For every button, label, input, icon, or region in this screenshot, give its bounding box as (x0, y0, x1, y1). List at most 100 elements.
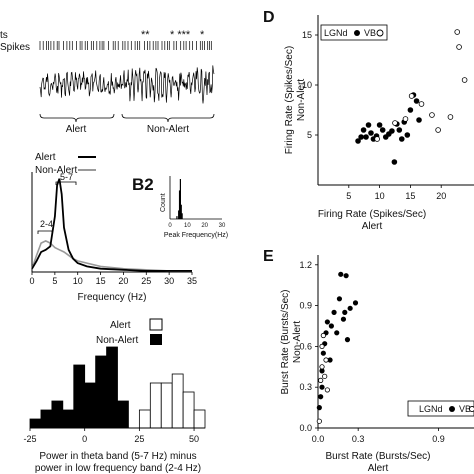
b2-x-label: Peak Frequency(Hz) (164, 232, 228, 239)
panel-e-x-tick-label: 0.9 (432, 434, 445, 444)
legend-lgnd-label: LGNd (324, 28, 348, 38)
point-lgnd (319, 384, 325, 390)
point-lgnd (324, 319, 330, 325)
legend-alert-label: Alert (110, 320, 131, 331)
panel-d-x-tick-label: 5 (346, 191, 351, 201)
point-lgnd (331, 309, 337, 315)
histogram-bar-alert (193, 409, 206, 429)
panel-d: D 5 10 15 20 5 10 15 LGNd VB Firing Rate (Spi… (263, 9, 474, 232)
point-lgnd (404, 132, 411, 138)
panel-e-y-label-line1: Burst Rate (Bursts/Sec) (280, 289, 291, 394)
point-lgnd (355, 138, 361, 144)
point-vb (318, 377, 324, 383)
panel-e-x-label-line1: Burst Rate (Bursts/Sec) (325, 451, 430, 462)
spectrum-panel: 0 5 10 15 20 25 30 35 Alert Non-Alert 5-7 2-4 F… (29, 152, 197, 303)
panel-d-x-label-line1: Firing Rate (Spikes/Sec) (318, 209, 426, 220)
point-lgnd (413, 98, 420, 104)
spectrum-x-tick-label: 15 (96, 276, 106, 286)
b2-bar (178, 210, 180, 219)
panel-e-y-tick-label: 1.2 (299, 260, 312, 270)
histogram-bar-non-alert (95, 355, 107, 429)
spectrum-x-tick-label: 30 (164, 276, 174, 286)
point-lgnd (365, 122, 372, 128)
point-lgnd (338, 271, 344, 277)
point-vb (319, 364, 325, 370)
point-lgnd (336, 296, 343, 302)
spectrum-x-tick-label: 5 (52, 276, 57, 286)
b2-title: B2 (132, 175, 154, 194)
histogram-x-tick-label: -25 (23, 434, 36, 444)
band-label-theta: 5-7 (60, 172, 73, 182)
point-lgnd (347, 305, 353, 311)
panel-e-y-tick-label: 0.9 (299, 301, 312, 311)
histogram-bar-alert (138, 409, 151, 429)
histogram-x-tick-label: 25 (134, 434, 144, 444)
histogram-bar-non-alert (51, 400, 64, 429)
panel-e: E 0.0 0.3 0.9 0.0 0.3 0.6 0.9 1.2 LGNd VB Burs… (263, 248, 474, 474)
point-vb (323, 357, 329, 363)
b2-bar (181, 213, 183, 219)
point-vb (435, 127, 441, 133)
panel-d-x-ticks: 5 10 15 20 (346, 185, 446, 201)
point-lgnd (358, 134, 364, 140)
point-vb (454, 29, 461, 35)
band-bracket-low (37, 230, 53, 234)
panel-d-y-tick-label: 10 (302, 80, 312, 90)
band-bracket-theta (55, 181, 77, 185)
panel-d-y-tick-label: 15 (302, 30, 312, 40)
panel-e-y-label-line2: Non-Alert (292, 321, 303, 363)
panel-d-y-label-line1: Firing Rate (Spikes/Sec) (284, 46, 295, 154)
raster-panel: ts Spikes ** * *** * Alert Non-Alert (0, 29, 215, 135)
lfp-trace (39, 65, 215, 104)
panel-d-points (355, 29, 468, 165)
spectrum-x-tick-label: 35 (187, 276, 197, 286)
histogram-x-ticks: -25 0 25 50 (23, 428, 199, 444)
b2-x-ticks: 0 10 20 30 (168, 223, 226, 229)
panel-d-legend-box (320, 24, 388, 41)
b2-y-label: Count (160, 193, 167, 212)
histogram-bar-alert (171, 373, 184, 429)
spectrum-x-ticks: 0 5 10 15 20 25 30 35 (29, 272, 197, 286)
series-alert-line (31, 178, 192, 272)
panel-e-title: E (263, 248, 274, 265)
panel-d-x-tick-label: 10 (375, 191, 385, 201)
panel-d-y-ticks: 5 10 15 (302, 30, 318, 140)
histogram-bar-non-alert (106, 346, 118, 429)
point-lgnd (352, 300, 359, 306)
point-vb (418, 101, 425, 107)
histogram-bar-alert (160, 382, 173, 429)
legend-vb-label: VB (364, 28, 376, 38)
legend-alert-swatch (149, 318, 163, 331)
histogram-x-label-line1: Power in theta band (5-7 Hz) minus (39, 451, 196, 462)
spectrum-x-label: Frequency (Hz) (78, 292, 147, 303)
b2-bar (176, 216, 178, 219)
point-vb (324, 387, 330, 393)
alert-brace (39, 113, 115, 123)
point-vb (429, 112, 435, 118)
panel-d-y-label-line2: Non-Alert (296, 79, 307, 121)
b2-x-tick-label: 10 (184, 223, 191, 229)
histogram-x-tick-label: 0 (82, 434, 87, 444)
point-lgnd (340, 316, 347, 322)
b2-x-tick-label: 30 (219, 223, 226, 229)
row-label-spikes: Spikes (0, 42, 30, 53)
histogram-x-tick-label: 50 (189, 434, 199, 444)
panel-e-y-tick-label: 0.0 (299, 423, 312, 433)
point-lgnd (360, 127, 367, 133)
panel-e-x-tick-label: 0.0 (312, 434, 325, 444)
point-lgnd (363, 134, 369, 140)
histogram-bar-non-alert (117, 400, 129, 429)
point-vb (402, 116, 409, 122)
point-lgnd (396, 127, 403, 133)
panel-e-x-label-line2: Alert (368, 463, 389, 474)
point-vb (447, 114, 454, 120)
b2-bar (180, 204, 182, 219)
point-lgnd (398, 136, 405, 142)
point-lgnd (368, 130, 374, 136)
panel-d-x-tick-label: 15 (405, 191, 415, 201)
point-vb (322, 373, 328, 379)
row-label-ts: ts (0, 30, 8, 41)
point-lgnd (416, 117, 422, 123)
spectrum-x-tick-label: 25 (141, 276, 151, 286)
